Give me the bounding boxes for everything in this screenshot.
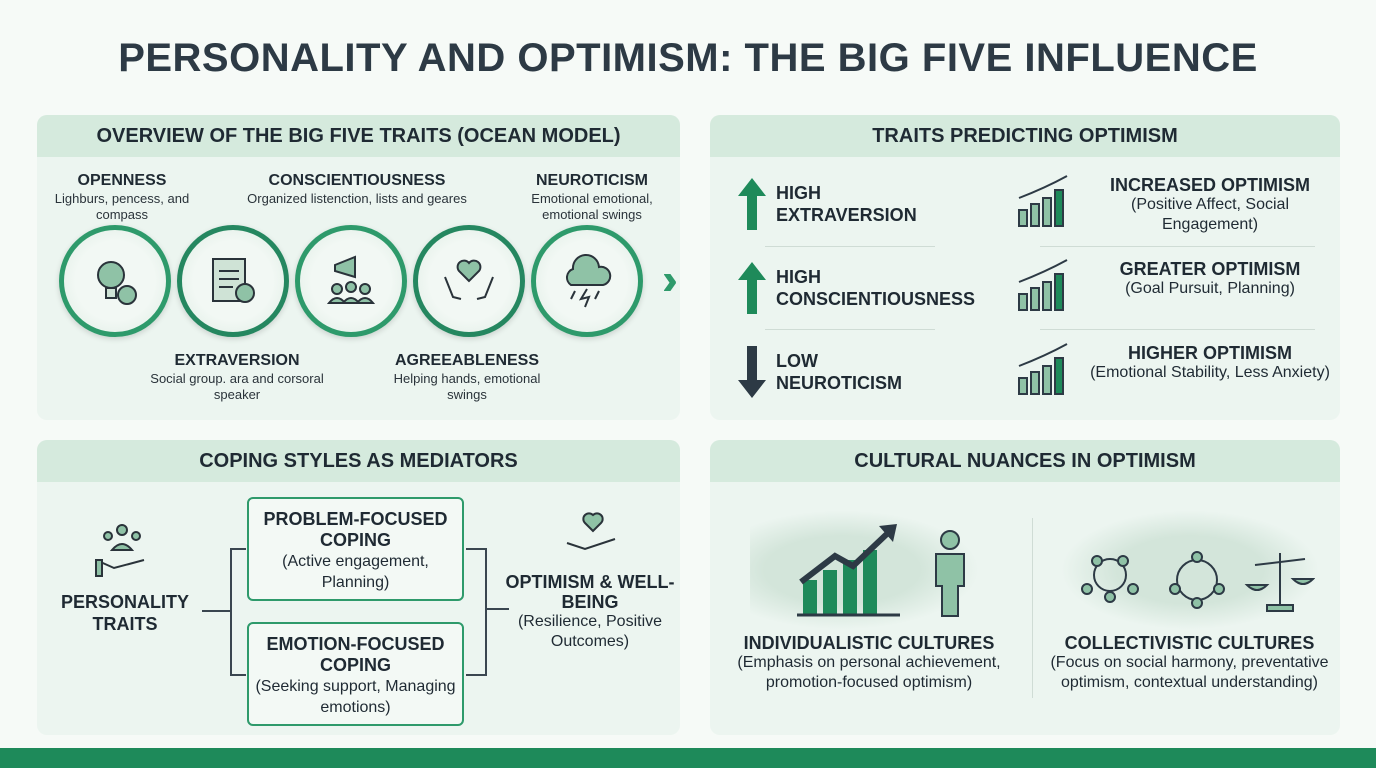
emotion-focused-box: EMOTION-FOCUSED COPING (Seeking support, … xyxy=(247,622,464,726)
people-hand-icon xyxy=(95,524,145,577)
group-circle-icon xyxy=(1081,551,1315,612)
connector xyxy=(230,548,232,676)
megaphone-group-icon xyxy=(295,225,407,337)
cultural-header: CULTURAL NUANCES IN OPTIMISM xyxy=(710,440,1340,482)
growth-chart-icon xyxy=(797,524,900,617)
trait-level-row: LOW NEUROTICISM xyxy=(776,351,902,393)
connector xyxy=(485,548,487,676)
heart-hand-icon xyxy=(566,512,616,551)
trait-extraversion: EXTRAVERSION Social group. ara and corsor… xyxy=(150,352,324,402)
predicting-panel: TRAITS PREDICTING OPTIMISM xyxy=(710,115,1340,420)
trait-agreeableness: AGREEABLENESS Helping hands, emotional sw… xyxy=(393,352,541,402)
connector xyxy=(466,548,486,550)
trait-conscientiousness: CONSCIENTIOUSNESS Organized listenction, … xyxy=(247,172,467,206)
divider xyxy=(1040,329,1315,330)
footer-bar xyxy=(0,748,1376,768)
outcome-label: OPTIMISM & WELL-BEING (Resilience, Positi… xyxy=(505,572,675,650)
predicting-header: TRAITS PREDICTING OPTIMISM xyxy=(710,115,1340,157)
trait-neuroticism: NEUROTICISM Emotional emotional, emotiona… xyxy=(531,172,653,222)
arrow-up-icon xyxy=(738,262,766,314)
overview-panel: OVERVIEW OF THE BIG FIVE TRAITS (OCEAN M… xyxy=(37,115,680,420)
arrow-to-problem xyxy=(230,548,246,550)
divider xyxy=(765,246,935,247)
bar-chart-up-icon xyxy=(1018,175,1068,227)
optimism-result: HIGHER OPTIMISM (Emotional Stability, Les… xyxy=(1090,343,1330,381)
lightbulb-compass-icon xyxy=(59,225,171,337)
arrow-down-icon xyxy=(738,346,766,398)
trait-level-row: HIGH EXTRAVERSION xyxy=(776,183,917,225)
line-chart-icon xyxy=(1018,343,1068,395)
collectivistic-label: COLLECTIVISTIC CULTURES (Focus on social … xyxy=(1050,633,1329,691)
optimism-result: INCREASED OPTIMISM (Positive Affect, Soci… xyxy=(1109,175,1310,233)
chevron-arrows-icon: ››› xyxy=(662,255,678,304)
coping-header: COPING STYLES AS MEDIATORS xyxy=(37,440,680,482)
arrow-to-emotion xyxy=(230,674,246,676)
arrow-up-icon xyxy=(738,178,766,230)
storm-cloud-icon xyxy=(531,225,643,337)
person-icon xyxy=(935,530,965,617)
divider xyxy=(1032,518,1033,698)
gear-arrow-up-icon xyxy=(1018,259,1068,311)
page-title: PERSONALITY AND OPTIMISM: THE BIG FIVE I… xyxy=(118,36,1258,80)
trait-openness: OPENNESS Lighburs, pencess, and compass xyxy=(54,172,190,222)
problem-focused-box: PROBLEM-FOCUSED COPING (Active engagement… xyxy=(247,497,464,601)
heart-hands-icon xyxy=(413,225,525,337)
connector xyxy=(202,610,232,612)
divider xyxy=(1040,246,1315,247)
optimism-result: GREATER OPTIMISM (Goal Pursuit, Planning) xyxy=(1119,259,1301,297)
clipboard-gear-icon xyxy=(177,225,289,337)
divider xyxy=(765,329,935,330)
individualistic-label: INDIVIDUALISTIC CULTURES (Emphasis on per… xyxy=(737,633,1001,691)
arrow-to-outcome xyxy=(485,608,509,610)
connector xyxy=(466,674,486,676)
overview-header: OVERVIEW OF THE BIG FIVE TRAITS (OCEAN M… xyxy=(37,115,680,157)
personality-traits-label: PERSONALITY TRAITS xyxy=(60,592,189,634)
trait-level-row: HIGH CONSCIENTIOUSNESS xyxy=(776,267,976,309)
